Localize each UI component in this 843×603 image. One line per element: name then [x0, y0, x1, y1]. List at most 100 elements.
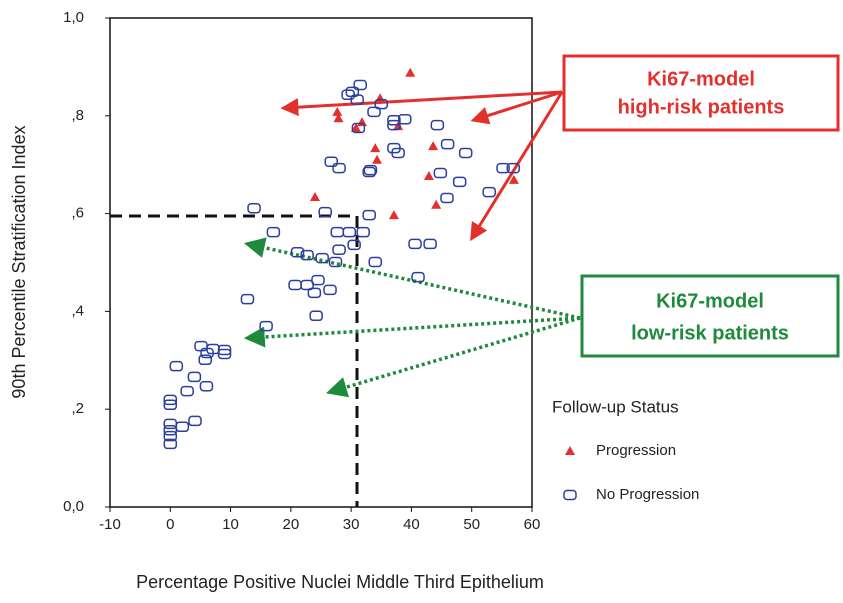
- point: [356, 117, 367, 127]
- x-tick-label: 20: [283, 516, 300, 533]
- point: [333, 113, 344, 123]
- point: [393, 121, 404, 131]
- point: [362, 209, 376, 221]
- point: [408, 238, 422, 250]
- plot-frame: [109, 17, 533, 508]
- annotation: Ki67-model: [647, 68, 755, 90]
- y-axis-title: 90th Percentile Stratification Index: [9, 125, 29, 398]
- point: [217, 348, 232, 360]
- point: [508, 174, 519, 184]
- point: [290, 246, 305, 258]
- y-tick-label: 1,0: [63, 9, 84, 26]
- point: [482, 186, 496, 198]
- point: [180, 385, 194, 397]
- y-tick-label: ,2: [71, 400, 84, 417]
- point: [363, 164, 378, 176]
- point: [374, 98, 389, 110]
- green-arrows: [243, 237, 581, 398]
- point: [163, 438, 178, 450]
- point: [318, 206, 332, 218]
- x-tick-label: 0: [166, 516, 174, 533]
- point: [458, 147, 473, 159]
- x-axis-title: Percentage Positive Nuclei Middle Third …: [136, 572, 544, 592]
- point: [163, 418, 178, 430]
- point: [368, 256, 383, 268]
- y-tick-label: ,8: [71, 107, 84, 124]
- point: [240, 293, 255, 305]
- point: [362, 166, 376, 178]
- point: [199, 380, 214, 392]
- point: [506, 162, 521, 174]
- point: [428, 141, 439, 151]
- point: [315, 252, 329, 264]
- x-tick-label: 10: [222, 516, 239, 533]
- point: [309, 191, 320, 201]
- point: [388, 210, 399, 220]
- point: [187, 371, 202, 383]
- x-tick-label: 40: [403, 516, 420, 533]
- x-tick-label: 30: [343, 516, 360, 533]
- point: [433, 167, 448, 179]
- point: [328, 256, 343, 268]
- point: [347, 239, 361, 251]
- point: [387, 114, 401, 126]
- point: [169, 360, 184, 372]
- point: [200, 347, 214, 359]
- point: [342, 226, 357, 238]
- point: [330, 226, 345, 238]
- point: [411, 271, 425, 283]
- point: [259, 320, 273, 332]
- x-tick-label: -10: [99, 516, 121, 533]
- x-tick-label: 60: [524, 516, 541, 533]
- point: [496, 162, 510, 174]
- point: [405, 67, 416, 77]
- point: [353, 79, 367, 91]
- point: [370, 143, 381, 153]
- point: [398, 113, 412, 125]
- annotation: low-risk patients: [631, 322, 789, 344]
- point: [323, 284, 337, 296]
- point: [351, 122, 366, 134]
- point: [163, 399, 178, 411]
- point: [311, 274, 325, 286]
- point: [350, 123, 361, 133]
- legend-title: Follow-up Status: [552, 397, 679, 416]
- low-risk-box: [580, 274, 840, 358]
- point: [350, 94, 364, 105]
- point: [163, 430, 178, 442]
- point: [372, 154, 383, 164]
- point: [198, 354, 213, 366]
- y-tick-label: ,4: [71, 302, 84, 319]
- point: [163, 424, 178, 436]
- point: [367, 106, 381, 118]
- point: [300, 249, 314, 261]
- point: [175, 421, 190, 433]
- point: [452, 176, 467, 188]
- point: [288, 279, 302, 291]
- point: [391, 147, 405, 159]
- cutoff-lines: [110, 214, 359, 507]
- point: [423, 238, 437, 250]
- point: [440, 192, 454, 204]
- point: [332, 244, 346, 256]
- point: [430, 119, 445, 131]
- point: [247, 202, 261, 214]
- y-tick-label: ,6: [71, 205, 84, 222]
- high-risk-box: [562, 54, 840, 132]
- point: [188, 415, 202, 427]
- point: [431, 199, 442, 209]
- point: [309, 310, 323, 322]
- point: [266, 226, 281, 238]
- legend-marker: [563, 489, 577, 501]
- legend-label: No Progression: [596, 486, 699, 503]
- point: [332, 162, 346, 174]
- y-tick-label: 0,0: [63, 498, 84, 515]
- point: [440, 138, 455, 150]
- annotation: Ki67-model: [656, 290, 764, 312]
- red-arrows: [280, 90, 564, 242]
- point: [324, 156, 338, 168]
- point: [163, 394, 178, 406]
- point: [356, 226, 370, 238]
- point: [423, 170, 434, 180]
